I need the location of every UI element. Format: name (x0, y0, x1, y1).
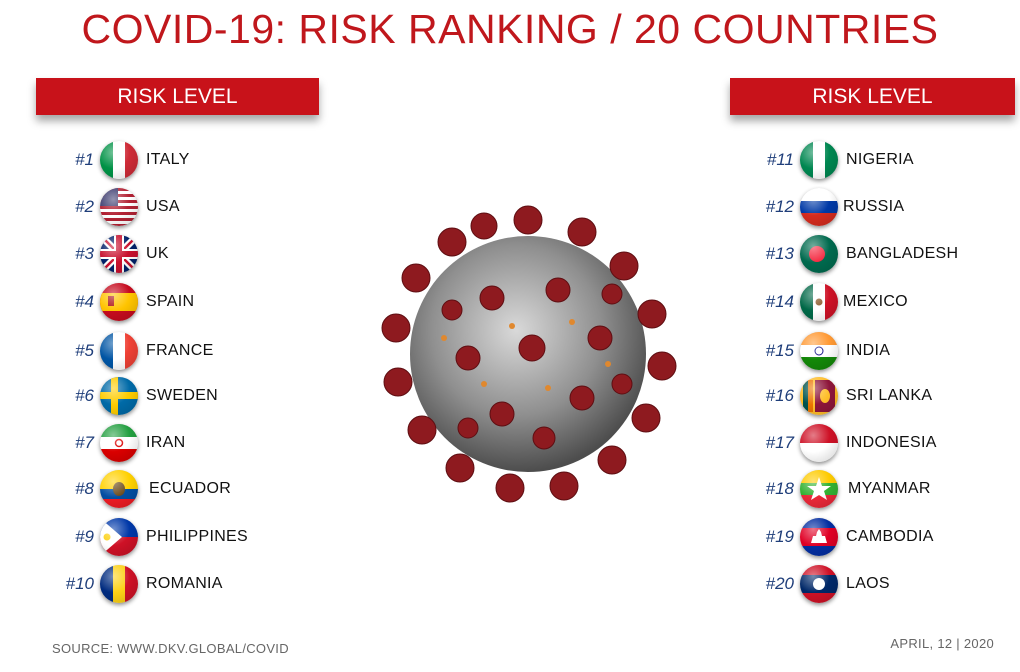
list-item: #16 SRI LANKA (750, 376, 932, 416)
rank-label: #6 (75, 386, 94, 405)
source-note: SOURCE: WWW.DKV.GLOBAL/COVID (52, 641, 289, 656)
rank-label: #1 (75, 150, 94, 169)
country-name: BANGLADESH (846, 245, 959, 262)
country-name: PHILIPPINES (146, 528, 249, 545)
list-item: #9 PHILIPPINES (50, 517, 248, 557)
india-flag-icon (800, 332, 838, 370)
country-name: ROMANIA (146, 575, 223, 592)
country-name: SPAIN (146, 293, 195, 310)
rank-label: #12 (765, 197, 794, 216)
list-item: #2 USA (50, 187, 180, 227)
list-item: #8 ECUADOR (50, 469, 231, 509)
list-item: #1 ITALY (50, 140, 190, 180)
list-item: #14 MEXICO (750, 282, 908, 322)
list-item: #5 FRANCE (50, 331, 214, 371)
rank-label: #11 (766, 150, 794, 169)
list-item: #18 MYANMAR (750, 469, 931, 509)
rank-label: #8 (75, 479, 94, 498)
rank-label: #20 (765, 574, 794, 593)
country-name: RUSSIA (843, 198, 905, 215)
list-item: #13 BANGLADESH (750, 234, 958, 274)
mexico-flag-icon (800, 283, 838, 321)
country-name: NIGERIA (846, 151, 914, 168)
rank-label: #7 (75, 433, 94, 452)
coronavirus-illustration (381, 205, 677, 503)
list-item: #17 INDONESIA (750, 423, 937, 463)
list-item: #20 LAOS (750, 564, 890, 604)
list-item: #6 SWEDEN (50, 376, 218, 416)
rank-label: #2 (75, 197, 94, 216)
laos-flag-icon (800, 565, 838, 603)
rank-label: #5 (75, 341, 94, 360)
list-item: #7 IRAN (50, 423, 185, 463)
italy-flag-icon (100, 141, 138, 179)
france-flag-icon (100, 332, 138, 370)
indonesia-flag-icon (800, 424, 838, 462)
ecuador-flag-icon (100, 470, 138, 508)
list-item: #4 SPAIN (50, 282, 194, 322)
list-item: #3 UK (50, 234, 169, 274)
date-label: APRIL, 12 | 2020 (890, 636, 994, 651)
page-title: COVID-19: RISK RANKING / 20 COUNTRIES (81, 6, 939, 52)
country-name: INDONESIA (846, 434, 937, 451)
rank-label: #16 (765, 386, 794, 405)
rank-label: #4 (75, 292, 94, 311)
country-name: IRAN (146, 434, 186, 451)
rank-label: #13 (765, 244, 794, 263)
rank-label: #15 (765, 341, 794, 360)
rank-label: #10 (65, 574, 94, 593)
romania-flag-icon (100, 565, 138, 603)
country-name: LAOS (846, 575, 890, 592)
country-name: USA (146, 198, 180, 215)
risk-level-header-left: RISK LEVEL (36, 78, 319, 115)
country-name: MYANMAR (848, 480, 931, 497)
list-item: #15 INDIA (750, 331, 890, 371)
country-name: ECUADOR (149, 480, 232, 497)
cambodia-flag-icon (800, 518, 838, 556)
russia-flag-icon (800, 188, 838, 226)
rank-label: #14 (765, 292, 794, 311)
rank-label: #9 (75, 527, 94, 546)
rank-label: #18 (765, 479, 794, 498)
usa-flag-icon (100, 188, 138, 226)
spain-flag-icon (100, 283, 138, 321)
list-item: #19 CAMBODIA (750, 517, 934, 557)
risk-level-header-right: RISK LEVEL (730, 78, 1015, 115)
country-name: MEXICO (843, 293, 908, 310)
uk-flag-icon (100, 235, 138, 273)
rank-label: #19 (765, 527, 794, 546)
country-name: SRI LANKA (846, 387, 933, 404)
list-item: #11 NIGERIA (750, 140, 914, 180)
country-name: UK (146, 245, 169, 262)
country-name: CAMBODIA (846, 528, 934, 545)
country-name: ITALY (146, 151, 190, 168)
list-item: #12 RUSSIA (750, 187, 904, 227)
list-item: #10 ROMANIA (50, 564, 223, 604)
bangladesh-flag-icon (800, 235, 838, 273)
iran-flag-icon (100, 424, 138, 462)
rank-label: #17 (765, 433, 794, 452)
nigeria-flag-icon (800, 141, 838, 179)
rank-label: #3 (75, 244, 94, 263)
sri-lanka-flag-icon (800, 377, 838, 415)
philippines-flag-icon (100, 518, 138, 556)
sweden-flag-icon (100, 377, 138, 415)
country-name: FRANCE (146, 342, 214, 359)
country-name: SWEDEN (146, 387, 219, 404)
myanmar-flag-icon (800, 470, 838, 508)
country-name: INDIA (846, 342, 891, 359)
